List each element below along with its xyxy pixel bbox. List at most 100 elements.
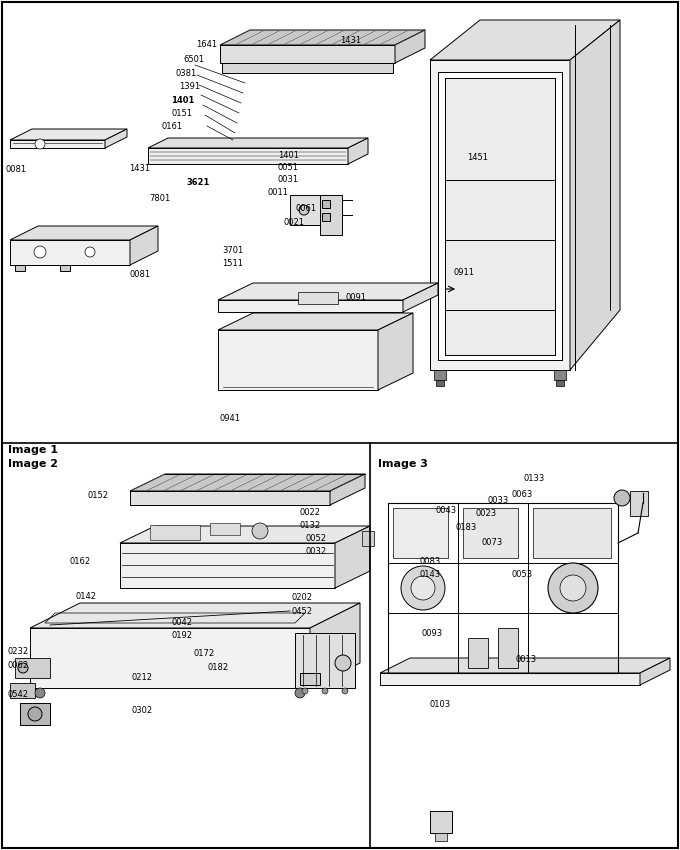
Text: 0091: 0091 bbox=[345, 293, 366, 302]
Bar bbox=[435, 833, 447, 841]
Bar bbox=[362, 531, 374, 546]
Text: 1431: 1431 bbox=[129, 164, 150, 173]
Text: 0103: 0103 bbox=[430, 700, 451, 709]
Polygon shape bbox=[130, 474, 365, 491]
Polygon shape bbox=[403, 283, 438, 312]
Text: 0142: 0142 bbox=[76, 592, 97, 601]
Text: 0053: 0053 bbox=[511, 570, 532, 579]
Circle shape bbox=[35, 139, 45, 149]
Polygon shape bbox=[438, 72, 562, 360]
Text: 0042: 0042 bbox=[171, 618, 192, 627]
Text: 1431: 1431 bbox=[340, 36, 361, 45]
Polygon shape bbox=[120, 526, 370, 543]
Circle shape bbox=[560, 575, 586, 601]
Circle shape bbox=[295, 688, 305, 698]
Circle shape bbox=[299, 205, 309, 215]
Text: 0152: 0152 bbox=[88, 491, 109, 500]
Text: 0132: 0132 bbox=[299, 521, 320, 530]
Bar bbox=[20, 703, 50, 725]
Text: 0911: 0911 bbox=[453, 268, 474, 277]
Text: 7801: 7801 bbox=[149, 194, 170, 203]
Circle shape bbox=[302, 688, 308, 694]
Polygon shape bbox=[430, 20, 620, 60]
Text: 0202: 0202 bbox=[291, 593, 312, 602]
Polygon shape bbox=[310, 603, 360, 688]
Text: 0162: 0162 bbox=[70, 557, 91, 566]
Text: 0061: 0061 bbox=[295, 204, 316, 213]
Polygon shape bbox=[130, 491, 330, 505]
Text: 0232: 0232 bbox=[7, 647, 28, 656]
Bar bbox=[15, 658, 50, 678]
Polygon shape bbox=[148, 138, 368, 148]
Text: 0083: 0083 bbox=[419, 557, 440, 566]
Polygon shape bbox=[120, 543, 335, 588]
Bar bbox=[15, 265, 25, 271]
Text: 0043: 0043 bbox=[435, 506, 456, 515]
Text: 0032: 0032 bbox=[306, 547, 327, 556]
Bar bbox=[436, 380, 444, 386]
Polygon shape bbox=[335, 526, 370, 588]
Polygon shape bbox=[445, 78, 555, 355]
Bar bbox=[322, 200, 330, 208]
Polygon shape bbox=[10, 240, 130, 265]
Text: 0542: 0542 bbox=[7, 690, 28, 699]
Text: 0052: 0052 bbox=[306, 534, 327, 543]
Circle shape bbox=[85, 247, 95, 257]
Text: 0381: 0381 bbox=[175, 69, 197, 78]
Polygon shape bbox=[430, 60, 570, 370]
Circle shape bbox=[322, 688, 328, 694]
Bar bbox=[498, 628, 518, 668]
Text: 0033: 0033 bbox=[488, 496, 509, 505]
Circle shape bbox=[401, 566, 445, 610]
Text: 0192: 0192 bbox=[171, 631, 192, 640]
Polygon shape bbox=[10, 226, 158, 240]
Bar bbox=[533, 508, 611, 558]
Polygon shape bbox=[130, 226, 158, 265]
Circle shape bbox=[411, 576, 435, 600]
Polygon shape bbox=[380, 658, 670, 673]
Text: 0161: 0161 bbox=[162, 122, 183, 131]
Text: Image 3: Image 3 bbox=[378, 459, 428, 469]
Bar bbox=[630, 491, 648, 516]
Text: 0031: 0031 bbox=[278, 175, 299, 184]
Text: 0093: 0093 bbox=[421, 629, 442, 638]
Polygon shape bbox=[148, 148, 348, 164]
Bar bbox=[434, 370, 446, 380]
Polygon shape bbox=[330, 474, 365, 505]
Circle shape bbox=[34, 246, 46, 258]
Text: 6501: 6501 bbox=[183, 55, 204, 64]
Text: 0013: 0013 bbox=[516, 655, 537, 664]
Bar bbox=[295, 633, 355, 688]
Bar bbox=[468, 638, 488, 668]
Bar bbox=[150, 525, 200, 540]
Bar bbox=[300, 673, 320, 685]
Bar bbox=[463, 508, 518, 558]
Text: 0051: 0051 bbox=[278, 163, 299, 172]
Text: 3621: 3621 bbox=[186, 178, 209, 187]
Bar bbox=[210, 523, 240, 535]
Bar bbox=[10, 683, 35, 698]
Polygon shape bbox=[378, 313, 413, 390]
Circle shape bbox=[342, 688, 348, 694]
Text: 0941: 0941 bbox=[220, 414, 241, 423]
Polygon shape bbox=[30, 628, 310, 688]
Circle shape bbox=[35, 688, 45, 698]
Text: 0212: 0212 bbox=[131, 673, 152, 682]
Bar bbox=[320, 195, 342, 235]
Text: 3701: 3701 bbox=[222, 246, 243, 255]
Polygon shape bbox=[218, 330, 378, 390]
Text: 0011: 0011 bbox=[268, 188, 289, 197]
Circle shape bbox=[335, 655, 351, 671]
Bar bbox=[556, 380, 564, 386]
Bar bbox=[322, 213, 330, 221]
Text: 0452: 0452 bbox=[291, 607, 312, 616]
Polygon shape bbox=[640, 658, 670, 685]
Bar bbox=[290, 195, 320, 225]
Text: Image 1: Image 1 bbox=[8, 445, 58, 455]
Text: 0073: 0073 bbox=[481, 538, 503, 547]
Polygon shape bbox=[348, 138, 368, 164]
Text: 0133: 0133 bbox=[524, 474, 545, 483]
Polygon shape bbox=[380, 673, 640, 685]
Text: 1391: 1391 bbox=[179, 82, 200, 91]
Text: 1401: 1401 bbox=[278, 151, 299, 160]
